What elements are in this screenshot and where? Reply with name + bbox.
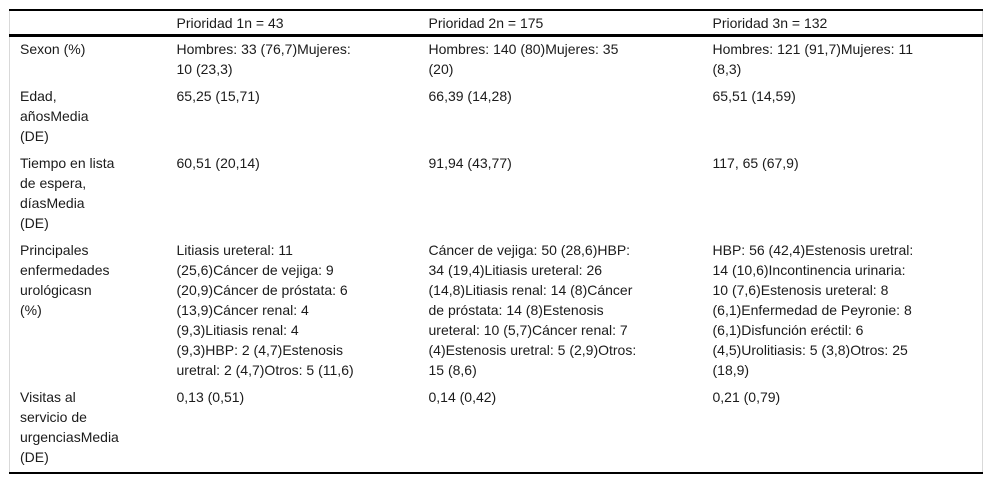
cell-sexo-prioridad-3: Hombres: 121 (91,7)Mujeres: 11 (8,3)	[712, 41, 914, 77]
header-row: Prioridad 1n = 43 Prioridad 2n = 175 Pri…	[9, 10, 983, 37]
row-label-tiempo-lista-espera: Tiempo en lista de espera, díasMedia (DE…	[20, 155, 115, 231]
table-body: Sexon (%) Hombres: 33 (76,7)Mujeres: 10 …	[10, 36, 983, 474]
table-row-visitas-urgencias: Visitas al servicio de urgenciasMedia (D…	[10, 385, 983, 473]
cell-enfermedades-prioridad-1: Litiasis ureteral: 11 (25,6)Cáncer de ve…	[176, 242, 354, 378]
row-label-enfermedades-urologicas: Principales enfermedades urológicasn (%)	[20, 242, 110, 318]
cell-edad-prioridad-2: 66,39 (14,28)	[428, 88, 512, 104]
table-row-sexo: Sexon (%) Hombres: 33 (76,7)Mujeres: 10 …	[10, 36, 983, 85]
table-header: Prioridad 1n = 43 Prioridad 2n = 175 Pri…	[9, 10, 983, 37]
priority-comparison-table: Prioridad 1n = 43 Prioridad 2n = 175 Pri…	[9, 9, 983, 474]
row-label-sexo: Sexon (%)	[20, 41, 86, 57]
cell-visitas-prioridad-2: 0,14 (0,42)	[428, 389, 497, 405]
cell-edad-prioridad-3: 65,51 (14,59)	[712, 88, 796, 104]
cell-tiempo-prioridad-1: 60,51 (20,14)	[176, 155, 260, 171]
cell-enfermedades-prioridad-2: Cáncer de vejiga: 50 (28,6)HBP: 34 (19,4…	[428, 242, 637, 378]
cell-edad-prioridad-1: 65,25 (15,71)	[176, 88, 260, 104]
column-header-prioridad-2: Prioridad 2n = 175	[418, 10, 703, 37]
cell-visitas-prioridad-3: 0,21 (0,79)	[712, 389, 781, 405]
row-label-visitas-urgencias: Visitas al servicio de urgenciasMedia (D…	[20, 389, 119, 465]
cell-enfermedades-prioridad-3: HBP: 56 (42,4)Estenosis uretral: 14 (10,…	[712, 242, 914, 378]
cell-sexo-prioridad-2: Hombres: 140 (80)Mujeres: 35 (20)	[428, 41, 619, 77]
cell-tiempo-prioridad-2: 91,94 (43,77)	[428, 155, 512, 171]
cell-tiempo-prioridad-3: 117, 65 (67,9)	[712, 155, 799, 171]
column-header-prioridad-3: Prioridad 3n = 132	[702, 10, 983, 37]
cell-visitas-prioridad-1: 0,13 (0,51)	[176, 389, 245, 405]
column-header-empty	[9, 10, 167, 37]
table-row-edad: Edad, añosMedia (DE) 65,25 (15,71) 66,39…	[10, 84, 983, 151]
row-label-edad: Edad, añosMedia (DE)	[20, 88, 89, 144]
table-row-tiempo-lista-espera: Tiempo en lista de espera, díasMedia (DE…	[10, 151, 983, 238]
table-row-enfermedades-urologicas: Principales enfermedades urológicasn (%)…	[10, 238, 983, 385]
column-header-prioridad-1: Prioridad 1n = 43	[166, 10, 419, 37]
cell-sexo-prioridad-1: Hombres: 33 (76,7)Mujeres: 10 (23,3)	[176, 41, 351, 77]
